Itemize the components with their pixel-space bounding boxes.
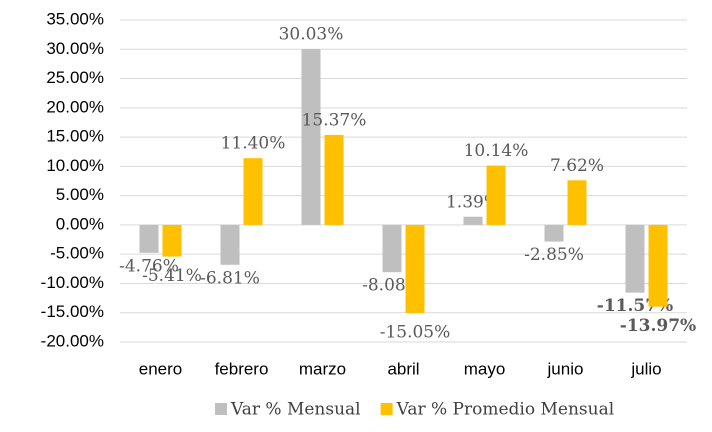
value-label: -13.97% — [620, 316, 696, 336]
x-tick-label: julio — [630, 359, 661, 378]
value-label: 11.40% — [221, 134, 286, 154]
y-tick-label: 30.00% — [46, 39, 104, 58]
y-tick-label: -20.00% — [41, 331, 104, 350]
y-tick-label: 25.00% — [46, 68, 104, 87]
y-tick-label: 15.00% — [46, 127, 104, 146]
legend-swatch — [215, 403, 227, 415]
x-tick-label: enero — [139, 359, 182, 378]
value-label: -15.05% — [380, 323, 451, 343]
x-tick-label: junio — [547, 359, 584, 378]
value-label: 30.03% — [279, 25, 344, 45]
bar — [405, 224, 425, 314]
value-label: -4.76% — [119, 256, 179, 276]
bar — [486, 165, 506, 225]
y-tick-label: -15.00% — [41, 302, 104, 321]
x-tick-label: febrero — [215, 359, 269, 378]
bar — [220, 224, 240, 265]
bar — [544, 224, 564, 242]
y-tick-label: 35.00% — [46, 9, 104, 28]
value-label: -6.81% — [200, 268, 260, 288]
x-tick-label: mayo — [464, 359, 506, 378]
bar — [243, 158, 263, 225]
y-tick-label: 5.00% — [56, 185, 104, 204]
legend-label: Var % Promedio Mensual — [396, 400, 615, 420]
legend-label: Var % Mensual — [230, 400, 361, 420]
y-tick-label: 20.00% — [46, 97, 104, 116]
bar — [162, 224, 182, 257]
value-label: -5.41% — [142, 266, 202, 286]
y-tick-label: -5.00% — [50, 244, 104, 263]
bar — [301, 49, 321, 225]
x-tick-label: abril — [387, 359, 419, 378]
x-tick-label: marzo — [299, 359, 346, 378]
value-label: -2.85% — [524, 245, 584, 265]
bar — [463, 216, 483, 225]
bar — [567, 180, 587, 225]
bar — [625, 224, 645, 293]
value-label: 7.62% — [550, 156, 604, 176]
y-tick-label: 10.00% — [46, 156, 104, 175]
bar — [139, 224, 159, 253]
value-label: 15.37% — [302, 110, 367, 130]
bar — [382, 224, 402, 273]
bar — [648, 224, 668, 307]
bar — [324, 134, 344, 225]
y-tick-label: -10.00% — [41, 273, 104, 292]
legend-swatch — [380, 403, 393, 415]
y-tick-label: 0.00% — [56, 214, 104, 233]
value-label: 10.14% — [464, 141, 529, 161]
